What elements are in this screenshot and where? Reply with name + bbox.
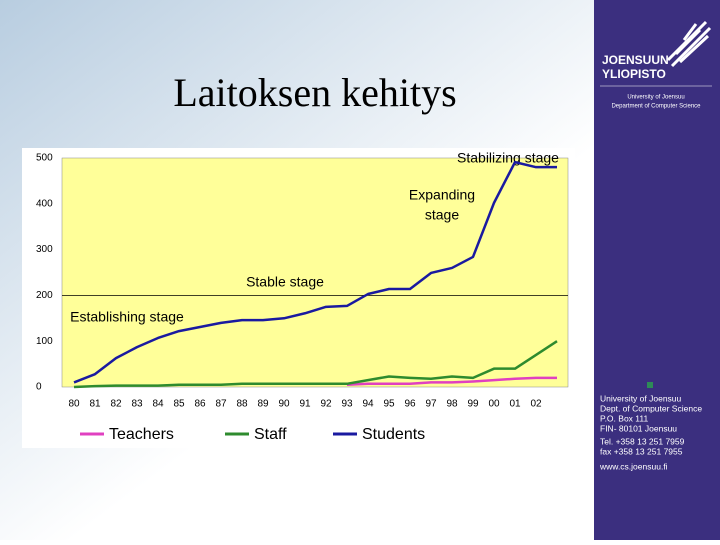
x-tick-label: 92 bbox=[320, 399, 332, 410]
logo-text: JOENSUUN bbox=[602, 53, 669, 67]
legend-label: Teachers bbox=[109, 426, 174, 443]
contact-line: University of Joensuu bbox=[600, 393, 682, 403]
bullet bbox=[647, 382, 653, 388]
y-tick-label: 200 bbox=[36, 290, 53, 301]
slide-title: Laitoksen kehitys bbox=[173, 70, 456, 115]
series-line bbox=[346, 376, 557, 386]
x-tick-label: 89 bbox=[257, 399, 269, 410]
y-tick-label: 300 bbox=[36, 244, 53, 255]
annotation: Stable stage bbox=[246, 274, 324, 290]
legend-label: Staff bbox=[254, 426, 287, 443]
y-tick-label: 400 bbox=[36, 198, 53, 209]
plot-area bbox=[61, 157, 569, 388]
x-tick-label: 86 bbox=[194, 399, 206, 410]
x-tick-label: 97 bbox=[425, 399, 437, 410]
contact-line: Dept. of Computer Science bbox=[600, 403, 702, 413]
x-tick-label: 87 bbox=[215, 399, 227, 410]
x-tick-label: 90 bbox=[278, 399, 290, 410]
annotation: Stabilizing stage bbox=[457, 150, 559, 166]
x-tick-label: 84 bbox=[152, 399, 164, 410]
x-tick-label: 01 bbox=[509, 399, 521, 410]
annotation: Establishing stage bbox=[70, 309, 184, 325]
x-tick-label: 99 bbox=[467, 399, 479, 410]
contact-line: P.O. Box 111 bbox=[600, 413, 648, 423]
department: University of Joensuu bbox=[627, 95, 684, 101]
x-tick-label: 82 bbox=[110, 399, 122, 410]
series-line bbox=[73, 160, 557, 384]
contact-line: Tel. +358 13 251 7959 bbox=[600, 436, 685, 446]
x-tick-label: 81 bbox=[89, 399, 101, 410]
x-tick-label: 95 bbox=[383, 399, 395, 410]
contact-line: FIN- 80101 Joensuu bbox=[600, 423, 677, 433]
series-line bbox=[73, 340, 558, 389]
y-tick-label: 500 bbox=[36, 153, 53, 164]
x-tick-label: 85 bbox=[173, 399, 185, 410]
legend-label: Students bbox=[362, 426, 425, 443]
y-tick-label: 0 bbox=[36, 382, 42, 393]
x-tick-label: 83 bbox=[131, 399, 143, 410]
x-tick-label: 98 bbox=[446, 399, 458, 410]
side-panel bbox=[594, 0, 720, 540]
y-tick-label: 100 bbox=[36, 336, 53, 347]
x-tick-label: 80 bbox=[68, 399, 80, 410]
contact-line: fax +358 13 251 7955 bbox=[600, 446, 683, 456]
annotation: Expanding bbox=[409, 187, 475, 203]
x-tick-label: 88 bbox=[236, 399, 248, 410]
x-tick-label: 91 bbox=[299, 399, 311, 410]
logo-text: YLIOPISTO bbox=[602, 67, 666, 81]
x-tick-label: 94 bbox=[362, 399, 374, 410]
x-tick-label: 02 bbox=[530, 399, 542, 410]
x-tick-label: 96 bbox=[404, 399, 416, 410]
logo-mark bbox=[666, 20, 712, 68]
x-tick-label: 00 bbox=[488, 399, 500, 410]
department: Department of Computer Science bbox=[611, 104, 701, 110]
x-tick-label: 93 bbox=[341, 399, 353, 410]
contact-line: www.cs.joensuu.fi bbox=[599, 461, 668, 471]
annotation: stage bbox=[425, 207, 459, 223]
